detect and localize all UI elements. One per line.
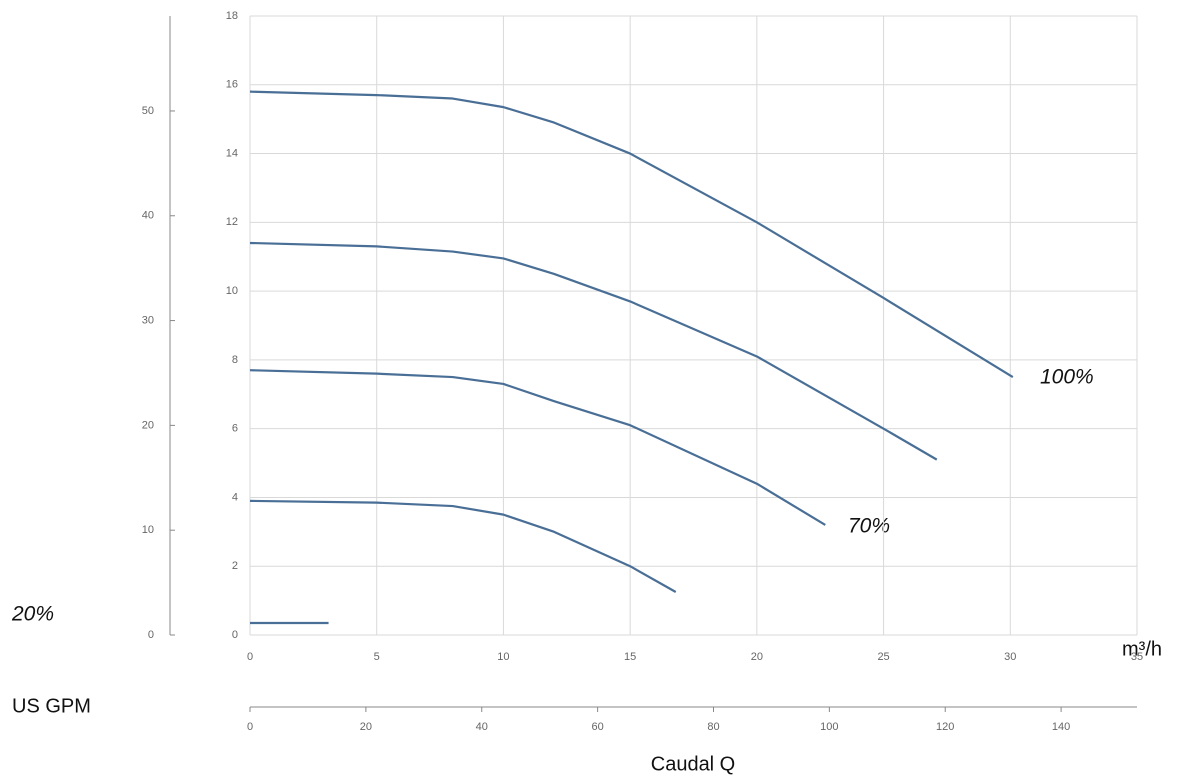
y2-tick-label: 20 bbox=[142, 419, 154, 431]
annotation: 70% bbox=[848, 515, 890, 538]
x2-tick-label: 60 bbox=[591, 721, 603, 733]
x2-tick-label: 100 bbox=[820, 721, 838, 733]
curve bbox=[249, 90, 1014, 379]
y-tick-label: 6 bbox=[232, 423, 238, 435]
y2-tick-label: 10 bbox=[142, 524, 154, 536]
x2-tick-label: 140 bbox=[1052, 721, 1070, 733]
x-tick-label: 5 bbox=[374, 651, 380, 663]
x-tick-label: 25 bbox=[877, 651, 889, 663]
x2-tick-label: 0 bbox=[247, 721, 253, 733]
x-tick-label: 20 bbox=[751, 651, 763, 663]
x2-tick-label: 120 bbox=[936, 721, 954, 733]
y2-tick-label: 40 bbox=[142, 210, 154, 222]
x-tick-label: 15 bbox=[624, 651, 636, 663]
y-tick-label: 0 bbox=[232, 629, 238, 641]
x-axis-title: Caudal Q bbox=[651, 753, 736, 775]
x2-tick-label: 80 bbox=[707, 721, 719, 733]
x2-axis-label: US GPM bbox=[12, 695, 91, 717]
y-tick-label: 14 bbox=[226, 147, 238, 159]
y2-tick-label: 0 bbox=[148, 629, 154, 641]
y-tick-label: 4 bbox=[232, 491, 238, 503]
y-tick-label: 8 bbox=[232, 354, 238, 366]
y-tick-label: 2 bbox=[232, 560, 238, 572]
x-tick-label: 35 bbox=[1131, 651, 1143, 663]
curve bbox=[249, 499, 677, 593]
annotation: 20% bbox=[11, 603, 54, 626]
y2-tick-label: 30 bbox=[142, 314, 154, 326]
curve bbox=[249, 241, 938, 461]
y-tick-label: 18 bbox=[226, 10, 238, 22]
y-tick-label: 10 bbox=[226, 285, 238, 297]
x2-tick-label: 20 bbox=[360, 721, 372, 733]
x-tick-label: 30 bbox=[1004, 651, 1016, 663]
x2-tick-label: 40 bbox=[476, 721, 488, 733]
x-tick-label: 10 bbox=[497, 651, 509, 663]
x-tick-label: 0 bbox=[247, 651, 253, 663]
x-axis-unit: m³/h bbox=[1122, 638, 1162, 660]
curve bbox=[249, 369, 826, 526]
y-tick-label: 16 bbox=[226, 79, 238, 91]
y2-tick-label: 50 bbox=[142, 105, 154, 117]
y-tick-label: 12 bbox=[226, 216, 238, 228]
annotation: 100% bbox=[1040, 366, 1094, 389]
